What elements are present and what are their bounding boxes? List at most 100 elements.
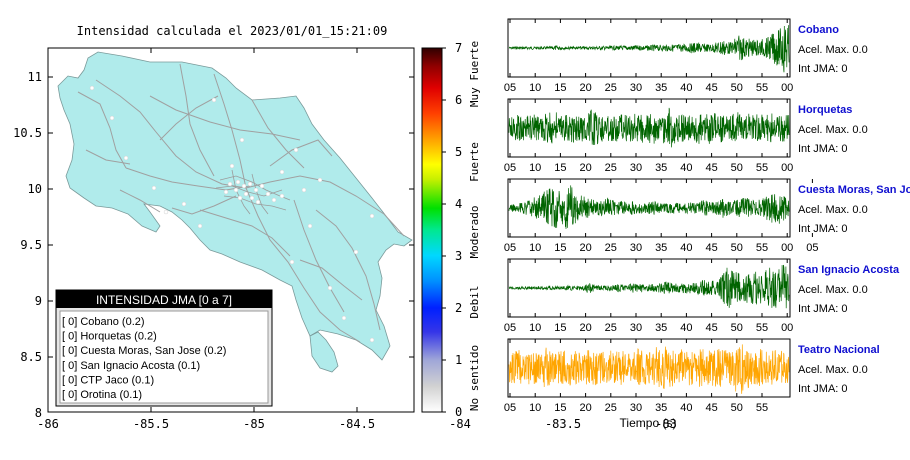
- station-jma-intensity: Int JMA: 0: [798, 303, 848, 315]
- map-x-tick-label: -85.5: [133, 417, 169, 431]
- station-max-accel: Acel. Max. 0.0: [798, 204, 868, 216]
- map-y-tick-label: 11: [28, 70, 42, 84]
- legend-item: [ 0] Cuesta Moras, San Jose (0.2): [62, 345, 226, 357]
- legend-list-box: [59, 310, 269, 404]
- waveform-x-tick-label: 05: [806, 242, 818, 254]
- waveform-x-tick-label: 00: [781, 162, 793, 174]
- station-max-accel: Acel. Max. 0.0: [798, 284, 868, 296]
- waveform-x-tick-label: 25: [605, 402, 617, 414]
- legend-item: [ 0] San Ignacio Acosta (0.1): [62, 360, 200, 372]
- station-name: Teatro Nacional: [798, 344, 880, 356]
- waveform-panels: 05 10 15 20 25 30 35 40 45 50 55 00 Cobano Acel. Max.…: [504, 18, 910, 430]
- station-jma-intensity: Int JMA: 0: [798, 223, 848, 235]
- waveform-x-tick-label: 15: [554, 322, 566, 334]
- map-x-axis: -86 -85.5 -85 -84.5 -84 -83.5 -83: [37, 48, 677, 431]
- waveform-x-tick-label: 35: [655, 242, 667, 254]
- waveform-x-tick-label: 30: [630, 322, 642, 334]
- waveform-x-tick-label: 05: [504, 162, 516, 174]
- waveform-x-tick-label: 55: [756, 322, 768, 334]
- waveform-x-tick-label: 05: [504, 322, 516, 334]
- waveform-x-tick-label: 00: [781, 242, 793, 254]
- waveform-x-tick-label: 35: [655, 322, 667, 334]
- legend-title: INTENSIDAD JMA [0 a 7]: [96, 293, 232, 307]
- waveform-x-tick-label: 15: [554, 242, 566, 254]
- map-x-tick-label: -85: [243, 417, 265, 431]
- waveform-x-tick-label: 40: [680, 162, 692, 174]
- intensity-colorbar: 7 6 5 4 3 2 1 0 Muy Fuerte Fuerte Moderado Debil No…: [421, 41, 481, 419]
- waveform-x-tick-label: 15: [554, 82, 566, 94]
- map-x-tick-label: -83.5: [545, 417, 581, 431]
- waveform-x-tick-label: 50: [731, 82, 743, 94]
- legend-item: [ 0] Horquetas (0.2): [62, 331, 157, 343]
- waveform-x-tick-label: 20: [579, 162, 591, 174]
- road-network: [77, 63, 405, 343]
- legend-item: [ 0] Orotina (0.1): [62, 389, 142, 401]
- waveform-x-tick-label: 05: [504, 82, 516, 94]
- map-y-tick-label: 10: [28, 182, 42, 196]
- waveform-x-tick-label: 05: [504, 402, 516, 414]
- map-title: Intensidad calculada el 2023/01/01_15:21…: [77, 24, 388, 38]
- map-x-tick-label: -86: [37, 417, 59, 431]
- waveform-x-tick-label: 00: [781, 322, 793, 334]
- waveform-x-tick-label: 45: [705, 82, 717, 94]
- legend-item: [ 0] Cobano (0.2): [62, 316, 145, 328]
- colorbar-tick-label: 1: [455, 353, 462, 367]
- waveform-x-tick-label: 10: [529, 322, 541, 334]
- waveform-x-tick-label: 40: [680, 82, 692, 94]
- colorbar-gradient: [421, 47, 443, 413]
- colorbar-tick-label: 7: [455, 41, 462, 55]
- waveform-x-tick-label: 20: [579, 82, 591, 94]
- station-max-accel: Acel. Max. 0.0: [798, 44, 868, 56]
- colorbar-label: No sentido: [468, 345, 481, 411]
- waveform-x-tick-label: 15: [554, 162, 566, 174]
- station-jma-intensity: Int JMA: 0: [798, 143, 848, 155]
- map-y-axis: 11 10.5 10 9.5 9 8.5 8: [13, 70, 414, 420]
- colorbar-label: Fuerte: [468, 142, 481, 182]
- waveform-x-tick-label: 40: [680, 402, 692, 414]
- waveform-trace: [508, 264, 790, 309]
- waveform-panel: 05 10 15 20 25 30 35 40 45 50 55 00 Horquetas Acel. M…: [504, 98, 868, 174]
- waveform-x-tick-label: 30: [630, 162, 642, 174]
- waveform-x-tick-label: 25: [605, 162, 617, 174]
- waveform-x-tick-label: 25: [605, 242, 617, 254]
- waveform-x-tick-label: 30: [630, 82, 642, 94]
- colorbar-tick-label: 6: [455, 93, 462, 107]
- waveform-x-tick-label: 45: [705, 402, 717, 414]
- waveform-x-tick-label: 55: [756, 162, 768, 174]
- colorbar-tick-label: 2: [455, 301, 462, 315]
- station-name: Cobano: [798, 24, 839, 36]
- waveform-trace: [508, 344, 790, 394]
- waveform-x-tick-label: 50: [731, 242, 743, 254]
- station-max-accel: Acel. Max. 0.0: [798, 124, 868, 136]
- station-name: Horquetas: [798, 104, 852, 116]
- map-y-tick-label: 9: [35, 294, 42, 308]
- waveform-x-tick-label: 35: [655, 402, 667, 414]
- map-y-tick-label: 8.5: [20, 350, 42, 364]
- map-y-tick-label: 10.5: [13, 126, 42, 140]
- colorbar-label: Debil: [468, 285, 481, 318]
- waveform-trace: [508, 185, 790, 229]
- waveform-x-tick-label: 45: [705, 322, 717, 334]
- waveform-x-tick-label: 45: [705, 162, 717, 174]
- station-name: Cuesta Moras, San Jose: [798, 184, 910, 196]
- waveform-panel: 05 10 15 20 25 30 35 40 45 50 55 00 Cobano Acel. Max.…: [504, 18, 868, 94]
- map-y-tick-label: 9.5: [20, 238, 42, 252]
- waveform-x-tick-label: 30: [630, 242, 642, 254]
- station-jma-intensity: Int JMA: 0: [798, 383, 848, 395]
- colorbar-tick-label: 5: [455, 145, 462, 159]
- legend-item: [ 0] CTP Jaco (0.1): [62, 374, 154, 386]
- waveform-x-tick-label: 55: [756, 402, 768, 414]
- waveform-x-tick-label: 45: [705, 242, 717, 254]
- waveform-panel: 05 10 15 20 25 30 35 40 45 50 55 Teatro Nacional Ace…: [504, 338, 880, 430]
- osa-peninsula: [309, 331, 339, 373]
- waveform-x-tick-label: 35: [655, 82, 667, 94]
- station-jma-intensity: Int JMA: 0: [798, 63, 848, 75]
- waveform-x-tick-label: 25: [605, 82, 617, 94]
- colorbar-label: Moderado: [468, 206, 481, 259]
- waveform-x-tick-label: 55: [756, 82, 768, 94]
- colorbar-tick-label: 4: [455, 197, 462, 211]
- intensity-legend-box: INTENSIDAD JMA [0 a 7] [ 0] Cobano (0.2)…: [55, 289, 273, 407]
- waveform-x-tick-label: 15: [554, 402, 566, 414]
- map-x-tick-label: -84.5: [339, 417, 375, 431]
- map-x-tick-label: -84: [449, 417, 471, 431]
